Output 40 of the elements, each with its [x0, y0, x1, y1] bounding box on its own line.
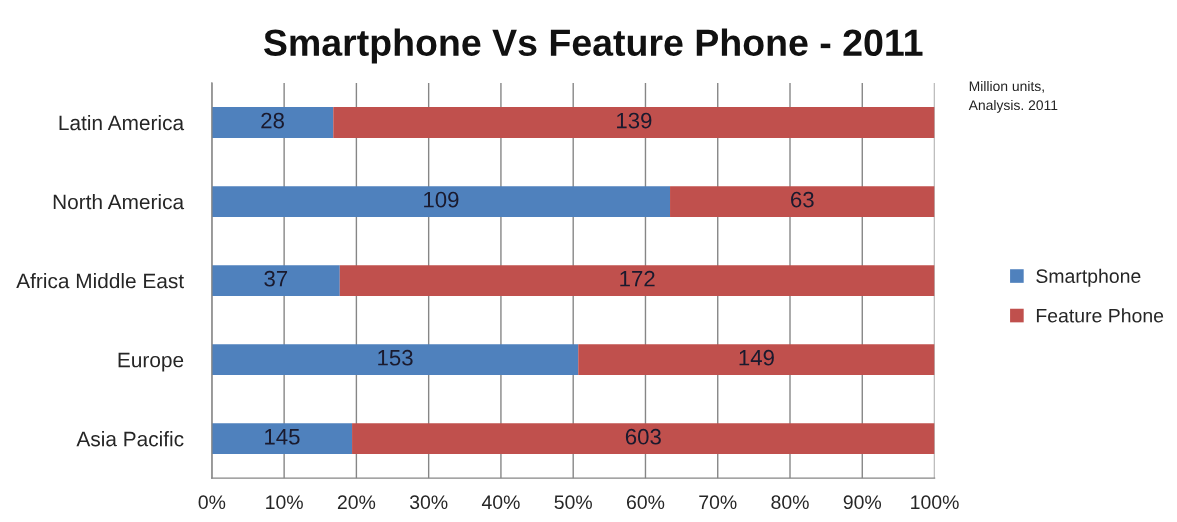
bar: [211, 423, 353, 455]
x-tick-label: 60%: [627, 495, 665, 510]
bar: [211, 107, 334, 138]
bar: [211, 186, 671, 217]
bar: [339, 265, 935, 296]
bar: [211, 265, 340, 296]
annotation: 28: [261, 112, 284, 129]
annotation: 153: [378, 349, 413, 366]
x-tick-label: 10%: [266, 495, 303, 510]
x-tick-label: 70%: [699, 495, 737, 510]
annotation: 603: [625, 428, 661, 445]
text: Million units, Analysis. 2011: [968, 80, 1058, 113]
x-tick-label: 100%: [911, 495, 959, 510]
annotation: 145: [265, 429, 300, 445]
annotation: 37: [264, 270, 288, 287]
x-tick-label: 30%: [409, 495, 448, 510]
y-tick-label: Latin America: [59, 114, 185, 131]
bar: [211, 344, 579, 376]
bar: [352, 423, 935, 455]
legend-label: Feature Phone: [1036, 308, 1164, 323]
y-tick-label: Europe: [118, 352, 184, 372]
x-tick-label: 20%: [337, 495, 376, 510]
annotation: 63: [791, 191, 814, 208]
chart-title: Smartphone Vs Feature Phone - 2011: [263, 28, 923, 64]
bar: [333, 107, 935, 138]
bar: [578, 344, 935, 376]
x-tick-label: 80%: [771, 495, 809, 510]
annotation: 139: [617, 112, 652, 129]
y-tick-label: Asia Pacific: [76, 431, 184, 447]
x-tick-label: 0%: [198, 495, 226, 510]
annotation: 109: [424, 191, 459, 208]
x-tick-label: 40%: [481, 495, 520, 510]
y-tick-label: North America: [53, 194, 185, 210]
x-tick-label: 90%: [843, 495, 882, 510]
x-tick-label: 50%: [554, 495, 592, 510]
y-tick-label: Africa Middle East: [16, 273, 184, 289]
legend-label: Smartphone: [1036, 268, 1141, 287]
annotation: 172: [620, 270, 655, 287]
bar: [670, 186, 935, 217]
annotation: 149: [739, 349, 774, 366]
